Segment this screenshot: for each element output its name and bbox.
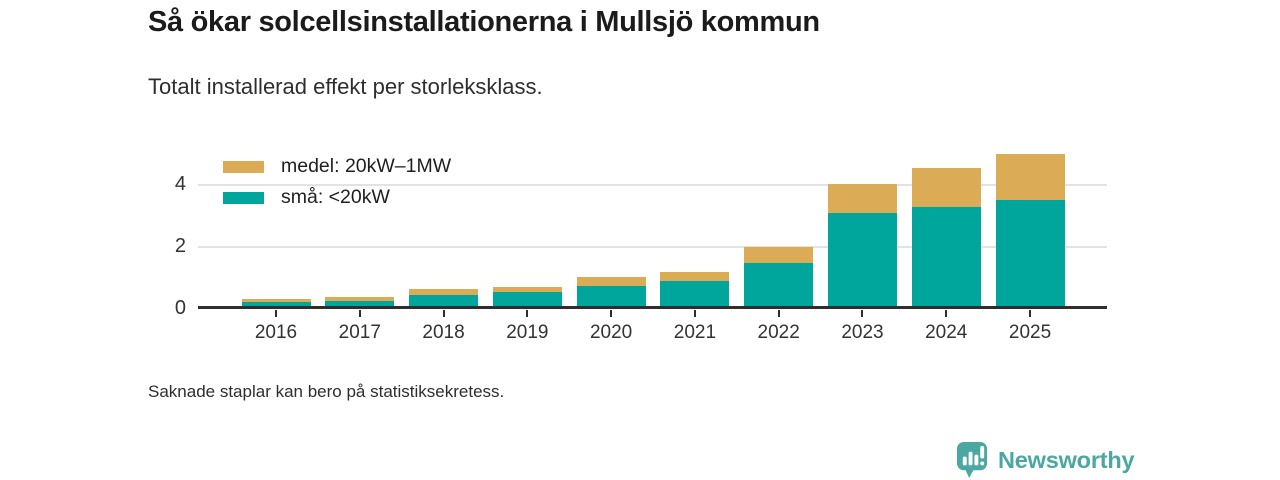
bar-2017-medium	[325, 297, 395, 301]
bar-2017-small	[325, 300, 395, 309]
x-axis-label-2017: 2017	[338, 321, 381, 343]
x-tick-2018	[442, 309, 445, 317]
bar-2018-small	[409, 294, 479, 309]
bar-2020-small	[576, 285, 646, 309]
x-axis-label-2022: 2022	[757, 321, 800, 343]
x-tick-2023	[861, 309, 864, 317]
chart-subtitle: Totalt installerad effekt per storlekskl…	[148, 74, 543, 99]
x-axis-label-2019: 2019	[506, 321, 549, 343]
bar-2016-medium	[241, 299, 311, 303]
x-axis-label-2018: 2018	[422, 321, 465, 343]
y-axis-label-0: 0	[174, 296, 186, 319]
bar-2020-medium	[576, 277, 646, 286]
gridline-y-4	[198, 184, 1107, 187]
y-axis-label-2: 2	[174, 234, 186, 257]
legend-item: medel: 20kW–1MW	[223, 151, 451, 182]
bar-2022-small	[744, 262, 814, 309]
footnote: Saknade staplar kan bero på statistiksek…	[148, 382, 505, 401]
bar-2021-medium	[660, 272, 730, 281]
x-axis-label-2021: 2021	[673, 321, 717, 343]
x-axis-label-2020: 2020	[589, 321, 633, 343]
gridline-y-2	[198, 245, 1107, 248]
bar-2024-small	[911, 206, 981, 309]
x-tick-2016	[275, 309, 277, 317]
x-tick-2025	[1029, 309, 1032, 317]
legend-item: små: <20kW	[223, 182, 451, 213]
bar-2024-medium	[911, 167, 981, 207]
y-axis-label-4: 4	[174, 173, 186, 196]
x-tick-2017	[358, 309, 361, 317]
newsworthy-wordmark: Newsworthy	[998, 447, 1135, 473]
bar-2018-medium	[409, 289, 479, 295]
legend-label: små: <20kW	[281, 186, 390, 208]
bar-2025-small	[995, 199, 1065, 309]
x-tick-2024	[945, 309, 948, 317]
legend-label: medel: 20kW–1MW	[281, 155, 452, 177]
bar-2022-medium	[744, 247, 814, 263]
x-tick-2022	[777, 309, 780, 317]
x-axis-label-2025: 2025	[1008, 321, 1052, 343]
legend-swatch	[223, 160, 264, 173]
bar-2023-medium	[827, 183, 897, 214]
x-axis-label-2016: 2016	[254, 321, 298, 343]
chart-legend: medel: 20kW–1MW små: <20kW	[223, 151, 451, 213]
x-axis-label-2023: 2023	[841, 321, 884, 343]
bar-2023-small	[827, 213, 897, 309]
x-axis-line	[198, 306, 1107, 309]
legend-swatch	[223, 191, 264, 204]
x-tick-2021	[693, 309, 696, 317]
bar-2019-medium	[492, 286, 562, 293]
newsworthy-logo[interactable]: Newsworthy	[956, 441, 1135, 480]
bar-2019-small	[492, 292, 562, 309]
newsworthy-bar-chart-speech-bubble-icon	[956, 442, 988, 478]
x-axis-label-2024: 2024	[925, 321, 968, 343]
chart-title: Så ökar solcellsinstallationerna i Mulls…	[148, 6, 820, 38]
bar-2016-small	[241, 302, 311, 309]
bar-2021-small	[660, 280, 730, 309]
x-tick-2020	[610, 309, 613, 317]
x-tick-2019	[526, 309, 529, 317]
bar-2025-medium	[995, 153, 1065, 200]
